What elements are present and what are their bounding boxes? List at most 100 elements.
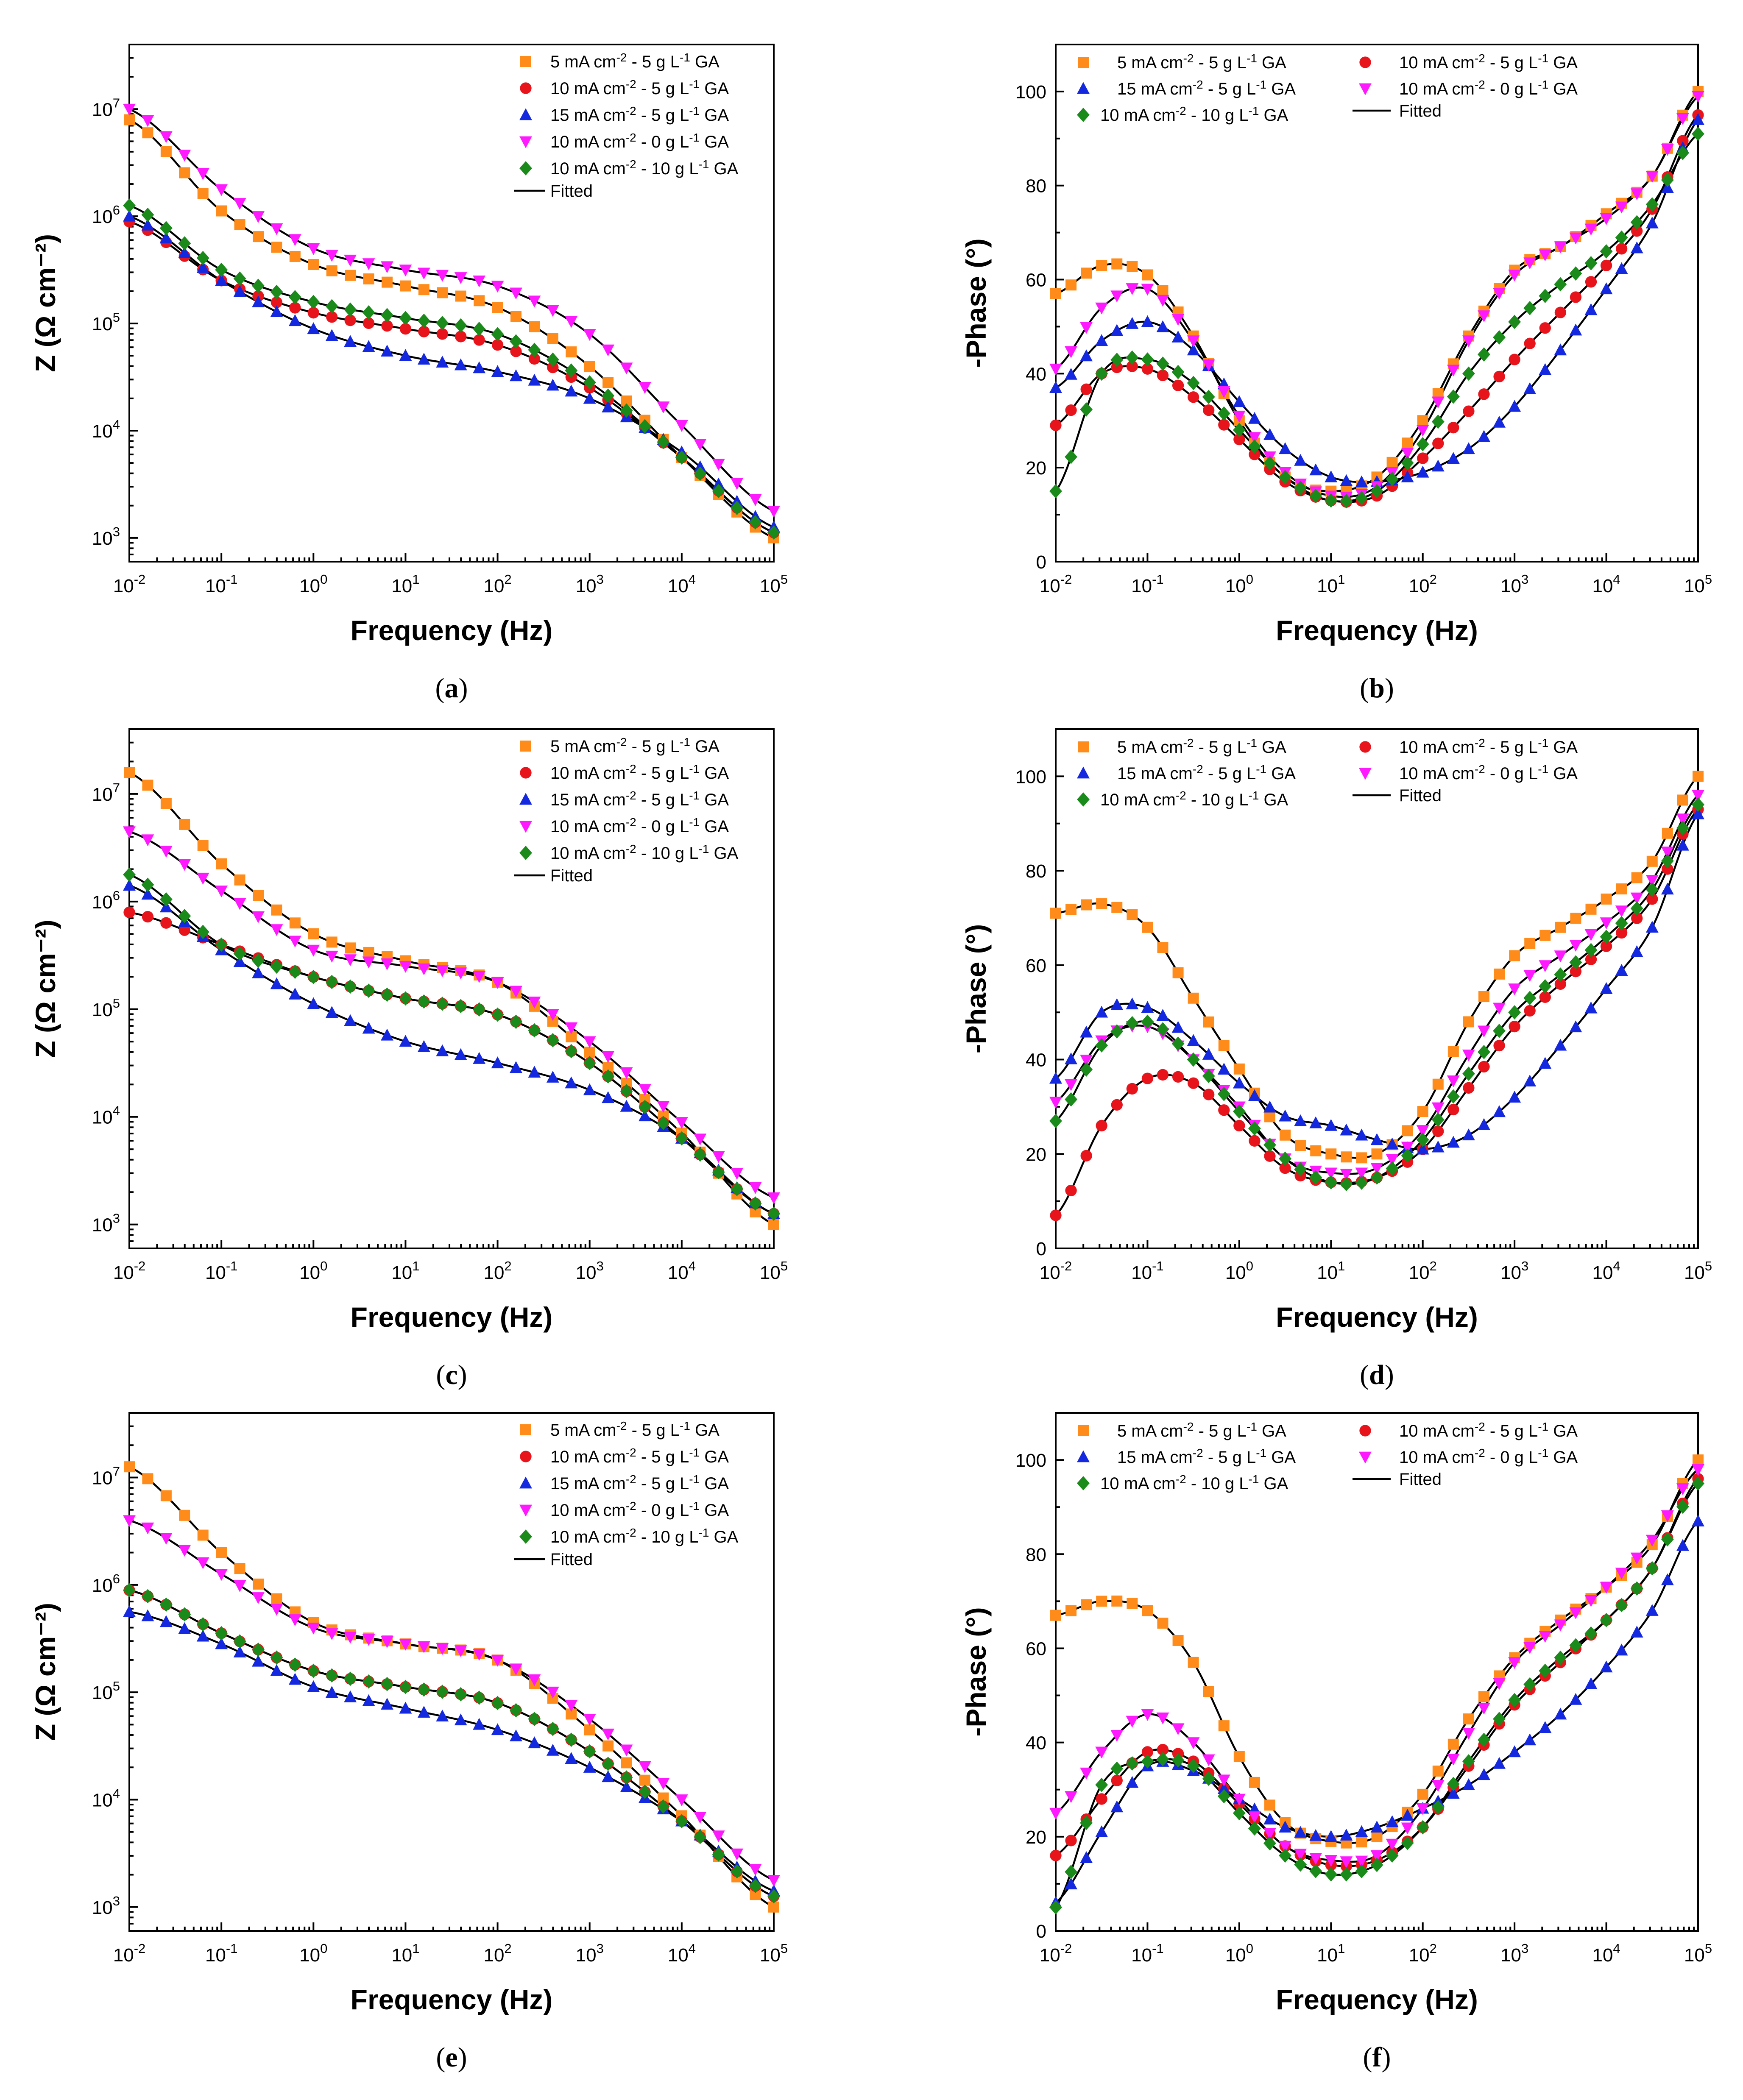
data-point [1661,1510,1674,1522]
legend-suffix: GA [1257,53,1286,72]
data-point [1447,1136,1460,1148]
data-point [1539,960,1552,972]
data-point [1676,1499,1689,1514]
y-tick-exponent: 6 [113,203,120,217]
data-point [1371,1148,1383,1160]
data-point [308,928,319,940]
data-point [123,1605,136,1617]
legend-ga: - 0 g L [1485,764,1538,783]
x-tick-base: 10 [1592,576,1613,596]
legend-cd: 5 mA cm [550,53,616,71]
data-point [1203,404,1215,416]
legend-ga: - 10 g L [1186,1474,1249,1493]
data-point [712,1847,725,1862]
data-point [1141,1072,1154,1084]
x-tick-exponent: 4 [689,572,696,587]
data-point [639,1774,650,1786]
data-point [270,977,283,989]
data-point [1111,902,1123,913]
data-point [1279,1848,1292,1863]
data-point [1447,452,1460,464]
data-point [546,305,559,317]
data-point [233,1634,246,1649]
x-tick-exponent: 3 [597,572,604,587]
legend-label-s10_0: 10 mA cm-2 - 0 g L-1 GA [1399,78,1578,98]
data-point [565,363,578,378]
data-point [1202,1771,1215,1786]
x-tick-base: 10 [1317,1945,1338,1966]
data-point [1554,978,1567,990]
data-point [417,994,430,1009]
data-point [252,1592,265,1604]
data-point [1141,1001,1154,1013]
legend-marker-s10_0 [519,136,532,148]
series-s10_10 [123,198,780,540]
data-point [454,1048,467,1060]
data-point [1416,425,1429,437]
legend-ga: - 10 g L [636,844,699,863]
data-point [1554,1707,1567,1720]
data-point [1463,1082,1475,1094]
data-point [1478,310,1490,323]
data-point [1462,1128,1475,1141]
y-tick-base: 10 [92,528,113,549]
data-point [1309,1116,1322,1128]
data-point [1356,1152,1367,1164]
data-point [1049,1072,1062,1084]
data-point [288,987,301,1000]
data-point [1584,303,1598,315]
data-point [1341,1151,1352,1163]
data-point [1493,288,1506,300]
data-point [454,967,467,980]
x-tick-exponent: 0 [320,1941,327,1956]
data-point [399,1679,412,1694]
legend-ga-exponent: -1 [699,1526,709,1539]
data-point [1692,91,1704,103]
data-point [288,234,301,246]
data-point [1233,410,1246,423]
data-point [1693,1454,1704,1466]
data-point [215,1626,228,1640]
legend-cd: 15 mA cm [1117,80,1193,98]
x-tick-base: 10 [1131,1945,1152,1966]
legend-cd-exponent: -2 [616,51,627,64]
series-s15 [1049,807,1704,1155]
data-point [731,1182,744,1196]
data-point [1630,892,1643,905]
y-axis-title: -Phase (°) [960,924,992,1053]
data-point [124,767,135,778]
data-point [1417,415,1428,426]
data-point [583,1744,596,1759]
data-point [1615,262,1628,274]
data-point [1661,1573,1674,1585]
data-point [1340,1856,1353,1869]
x-tick-base: 10 [668,1262,689,1283]
data-point [491,365,504,377]
data-point [307,243,320,255]
legend-cd-exponent: -2 [626,1499,636,1512]
data-point [1248,439,1261,454]
data-point [1693,771,1704,782]
data-point [1065,346,1078,358]
data-point [288,1657,301,1672]
data-point [1416,1132,1429,1147]
data-point [1600,259,1612,271]
y-tick-base: 10 [92,1682,113,1703]
fit-line-s5 [128,119,774,539]
data-point [1417,1788,1428,1800]
x-tick-exponent: 0 [1246,572,1253,587]
data-point [1187,335,1200,348]
data-point [1524,1005,1536,1017]
data-point [1478,1768,1490,1780]
data-point [1280,1129,1291,1141]
legend-ga-exponent: -1 [689,789,700,802]
x-tick-label: 105 [1684,1259,1712,1283]
legend-cd: 10 mA cm [550,764,626,783]
data-point [620,1067,633,1079]
y-tick-exponent: 5 [113,1679,120,1693]
data-point [1676,1539,1689,1551]
legend-label-s5: 5 mA cm-2 - 5 g L-1 GA [550,51,720,71]
data-point [1585,903,1597,915]
data-point [528,1023,541,1038]
y-tick-label: 103 [92,524,120,549]
